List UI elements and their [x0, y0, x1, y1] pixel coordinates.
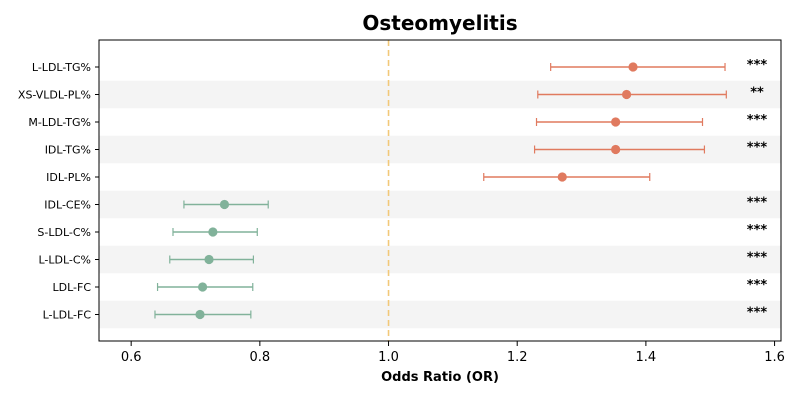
y-tick-label: IDL-TG%	[45, 144, 91, 157]
or-point	[628, 62, 638, 72]
y-tick-label: IDL-CE%	[44, 199, 91, 212]
y-tick-label: LDL-FC	[52, 281, 91, 294]
x-tick-label: 1.0	[378, 350, 399, 365]
significance-label: ***	[747, 223, 768, 238]
y-tick-label: L-LDL-TG%	[32, 61, 91, 74]
chart-title: Osteomyelitis	[362, 11, 517, 35]
or-point	[611, 144, 621, 155]
y-tick-label: XS-VLDL-PL%	[18, 89, 91, 102]
y-tick-label: L-LDL-C%	[38, 254, 91, 267]
significance-label: ***	[747, 141, 768, 156]
significance-label: ***	[747, 58, 768, 73]
or-point	[557, 172, 567, 182]
significance-label: ***	[747, 251, 768, 266]
y-tick-label: M-LDL-TG%	[28, 116, 91, 129]
x-tick-label: 1.4	[636, 350, 657, 365]
significance-label: ***	[747, 196, 768, 211]
significance-label: ***	[747, 113, 768, 128]
or-point	[611, 117, 621, 127]
or-point	[219, 199, 230, 210]
x-tick-label: 1.2	[507, 350, 528, 365]
x-tick-label: 1.6	[764, 350, 785, 365]
x-axis-label: Odds Ratio (OR)	[381, 370, 499, 385]
y-tick-label: IDL-PL%	[46, 171, 91, 184]
x-tick-label: 0.8	[250, 350, 271, 365]
x-tick-label: 0.6	[121, 350, 142, 365]
or-point	[208, 227, 218, 237]
y-tick-label: L-LDL-FC	[43, 309, 92, 322]
or-point	[621, 89, 632, 100]
significance-label: ***	[747, 306, 768, 321]
or-point	[197, 282, 208, 292]
or-point	[195, 309, 205, 320]
significance-label: **	[750, 86, 764, 101]
significance-label: ***	[747, 278, 768, 293]
or-point	[204, 254, 214, 265]
y-tick-label: S-LDL-C%	[37, 226, 91, 239]
plot-frame	[98, 39, 782, 342]
